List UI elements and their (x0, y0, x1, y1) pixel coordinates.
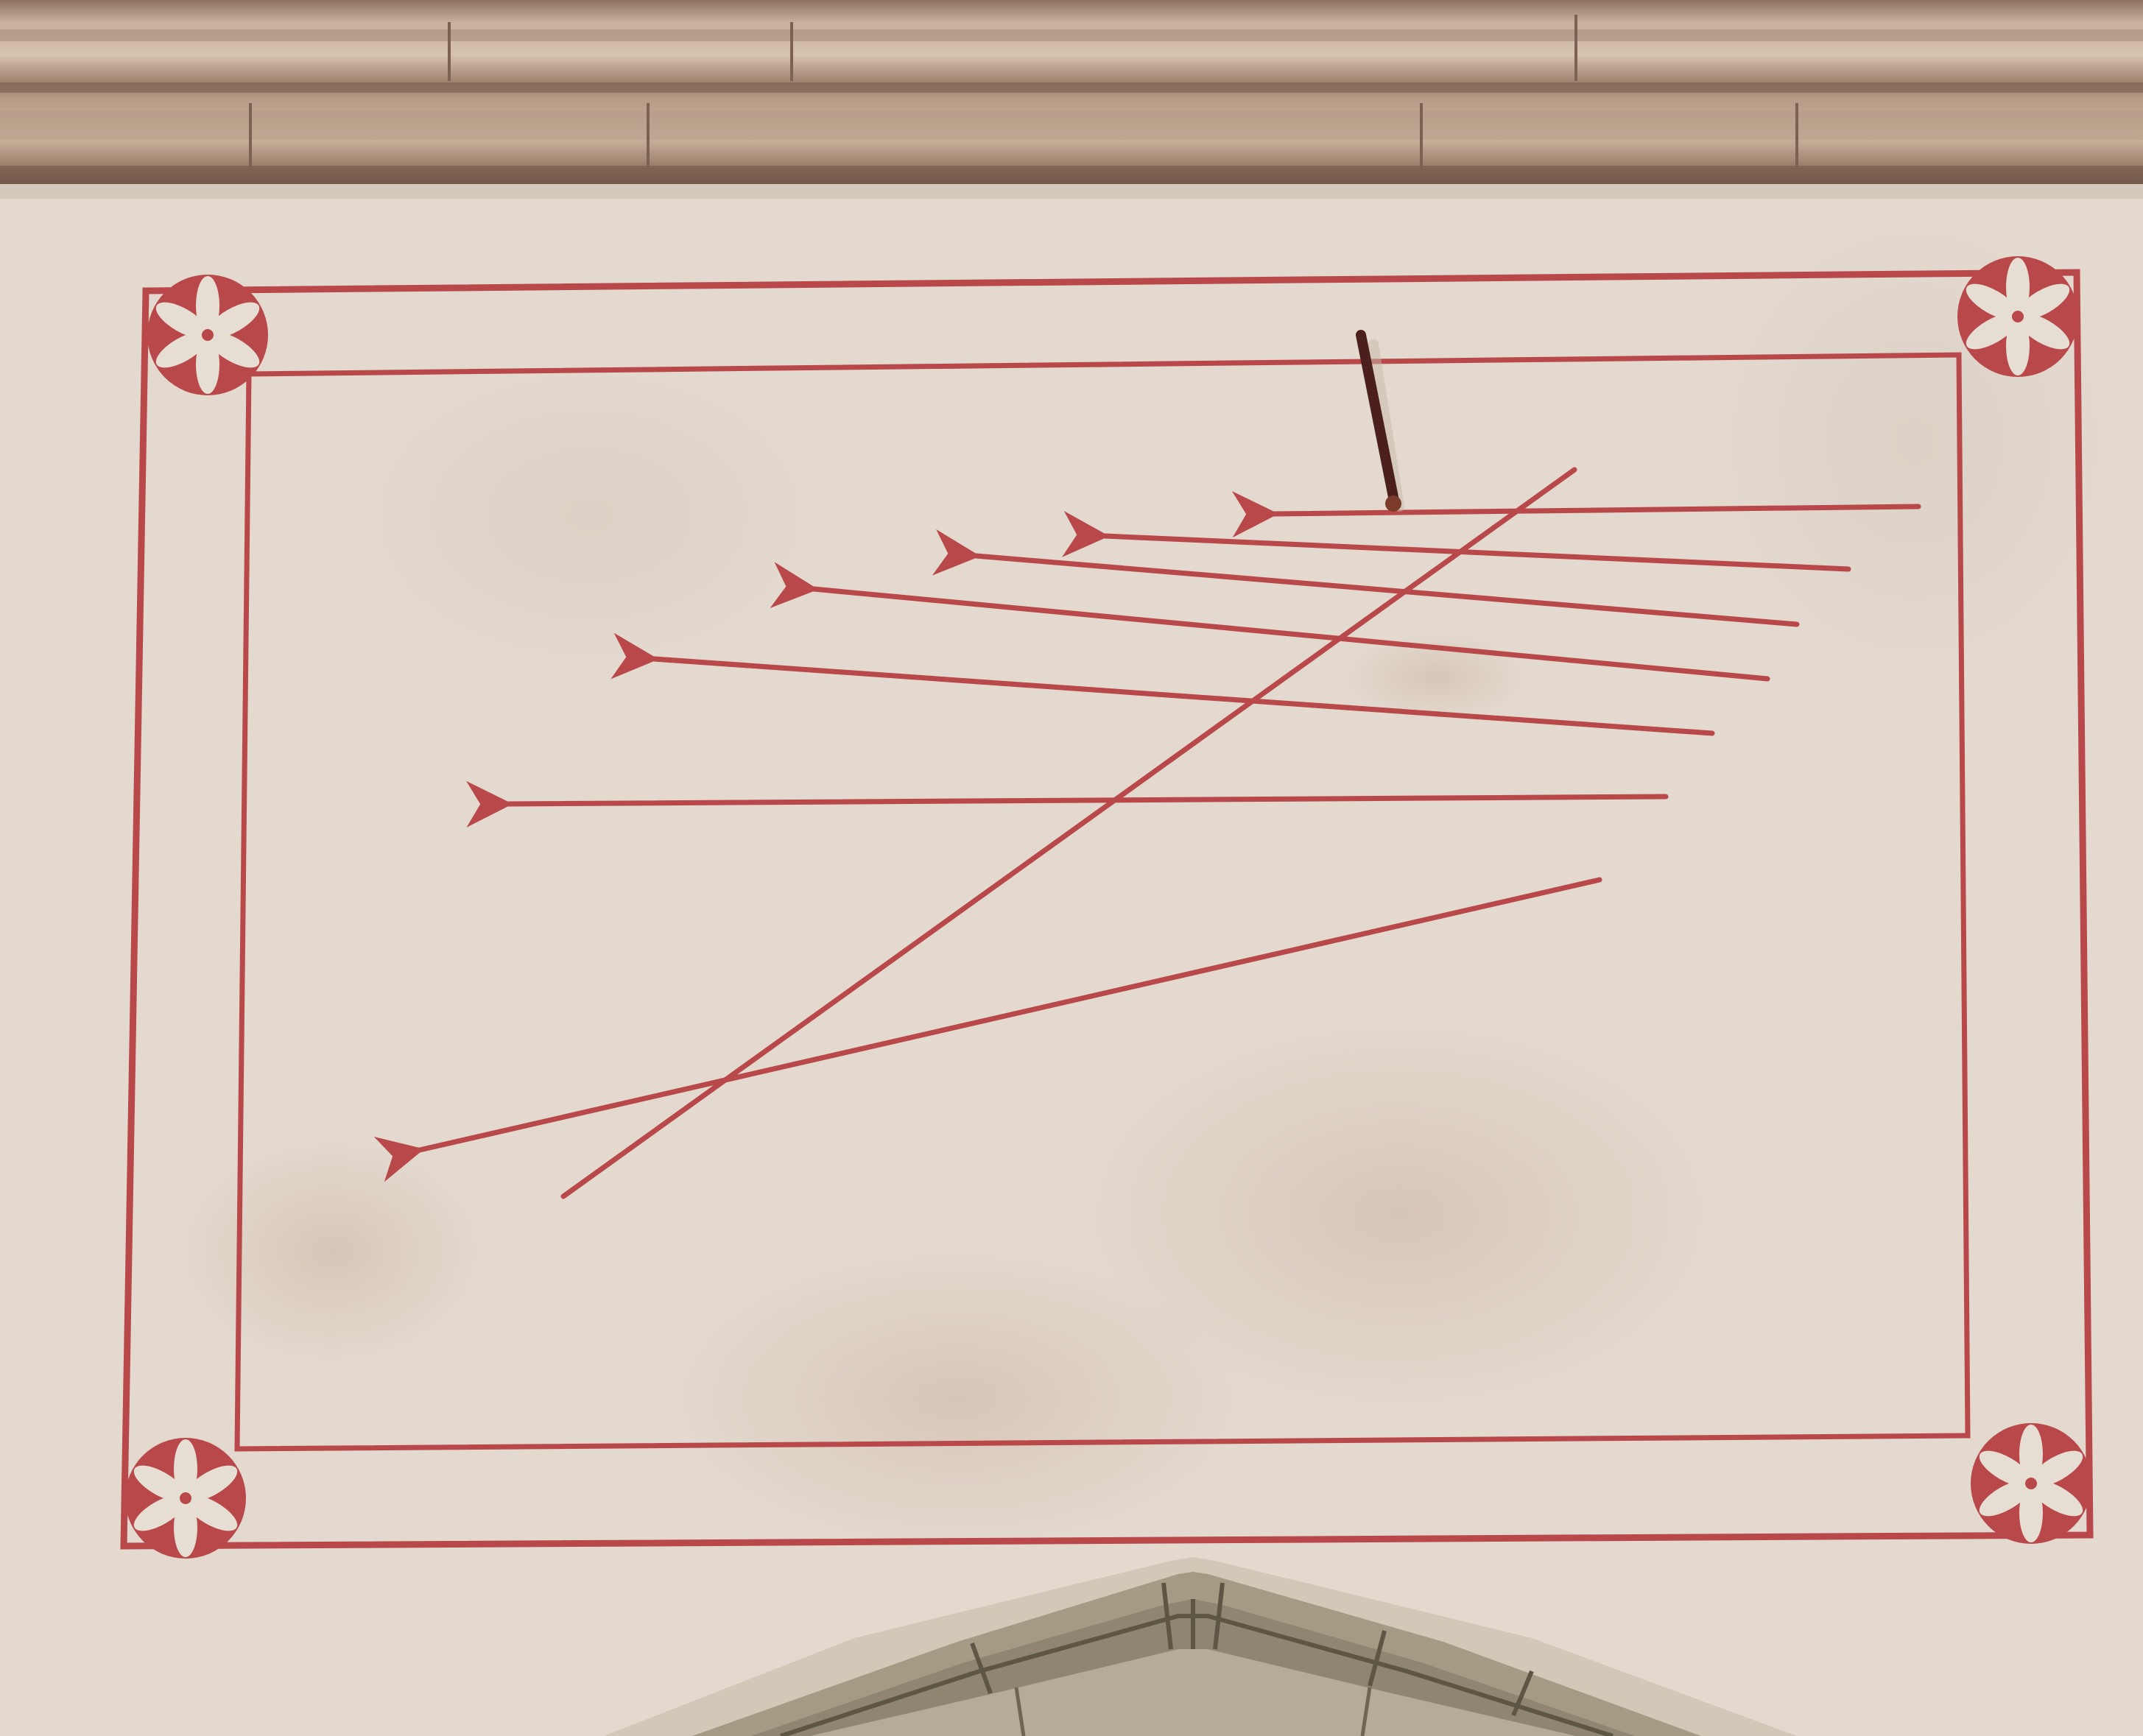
outer-frame (120, 269, 2094, 1550)
stone-arch (604, 1557, 1797, 1736)
hour-line-4 (770, 562, 1770, 682)
rosette-top-left (147, 275, 268, 395)
gnomon (1356, 330, 1404, 512)
hour-line-7 (373, 877, 1602, 1182)
hour-line-1 (1231, 491, 1921, 538)
sundial-frame (120, 269, 2094, 1550)
hour-line-3 (932, 529, 1800, 627)
hour-line-5 (610, 632, 1715, 736)
rosette-bottom-right (1971, 1423, 2091, 1544)
hour-lines (373, 491, 1921, 1182)
cornice-shadow (0, 184, 2143, 199)
hour-line-6 (466, 780, 1669, 828)
wall-stains (184, 221, 2106, 1546)
rosette-bottom-left (125, 1438, 246, 1559)
stone-cornice (0, 0, 2143, 184)
rosette-top-right (1957, 256, 2078, 377)
inner-frame (234, 352, 1971, 1452)
hour-line-2 (1061, 511, 1851, 572)
equinoctial-line (560, 467, 1577, 1199)
